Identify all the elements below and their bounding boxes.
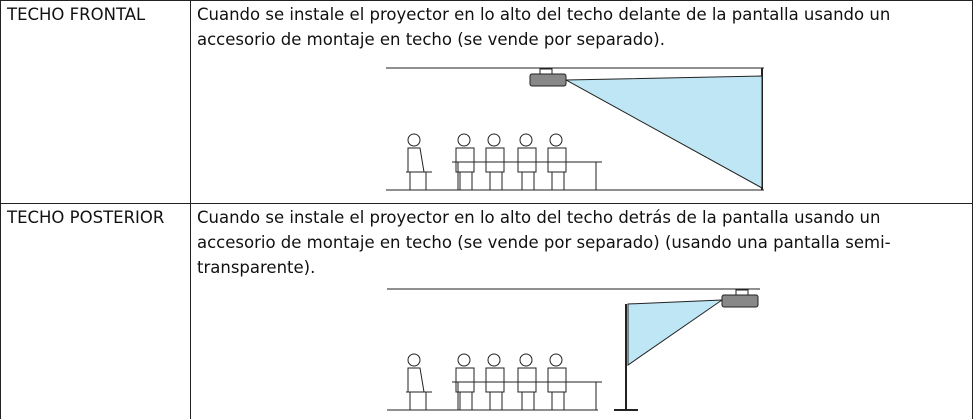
mode-label: TECHO FRONTAL	[7, 5, 146, 24]
mode-label: TECHO POSTERIOR	[7, 208, 165, 227]
mode-description: Cuando se instale el proyector en lo alt…	[197, 5, 891, 49]
label-cell: TECHO POSTERIOR	[0, 203, 190, 419]
mode-description: Cuando se instale el proyector en lo alt…	[197, 208, 891, 277]
front-ceiling-illustration	[386, 67, 764, 191]
rear-ceiling-illustration	[387, 288, 760, 411]
desc-cell: Cuando se instale el proyector en lo alt…	[190, 0, 973, 204]
